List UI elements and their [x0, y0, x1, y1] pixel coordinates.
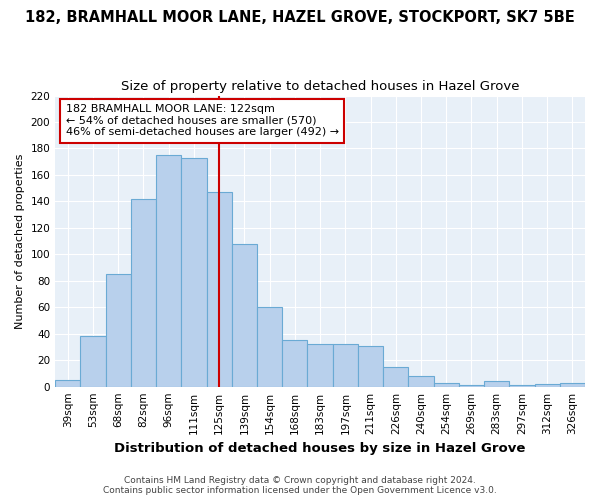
- Bar: [560, 382, 585, 386]
- Bar: [232, 244, 257, 386]
- Bar: [131, 199, 156, 386]
- Bar: [106, 274, 131, 386]
- Bar: [332, 344, 358, 387]
- Bar: [358, 346, 383, 387]
- Bar: [55, 380, 80, 386]
- Bar: [434, 382, 459, 386]
- Bar: [409, 376, 434, 386]
- Bar: [383, 367, 409, 386]
- Bar: [484, 382, 509, 386]
- Bar: [257, 308, 282, 386]
- X-axis label: Distribution of detached houses by size in Hazel Grove: Distribution of detached houses by size …: [115, 442, 526, 455]
- Bar: [80, 336, 106, 386]
- Bar: [282, 340, 307, 386]
- Bar: [156, 155, 181, 386]
- Bar: [535, 384, 560, 386]
- Bar: [181, 158, 206, 386]
- Text: 182, BRAMHALL MOOR LANE, HAZEL GROVE, STOCKPORT, SK7 5BE: 182, BRAMHALL MOOR LANE, HAZEL GROVE, ST…: [25, 10, 575, 25]
- Text: Contains HM Land Registry data © Crown copyright and database right 2024.
Contai: Contains HM Land Registry data © Crown c…: [103, 476, 497, 495]
- Title: Size of property relative to detached houses in Hazel Grove: Size of property relative to detached ho…: [121, 80, 520, 93]
- Text: 182 BRAMHALL MOOR LANE: 122sqm
← 54% of detached houses are smaller (570)
46% of: 182 BRAMHALL MOOR LANE: 122sqm ← 54% of …: [66, 104, 339, 138]
- Y-axis label: Number of detached properties: Number of detached properties: [15, 154, 25, 329]
- Bar: [307, 344, 332, 387]
- Bar: [206, 192, 232, 386]
